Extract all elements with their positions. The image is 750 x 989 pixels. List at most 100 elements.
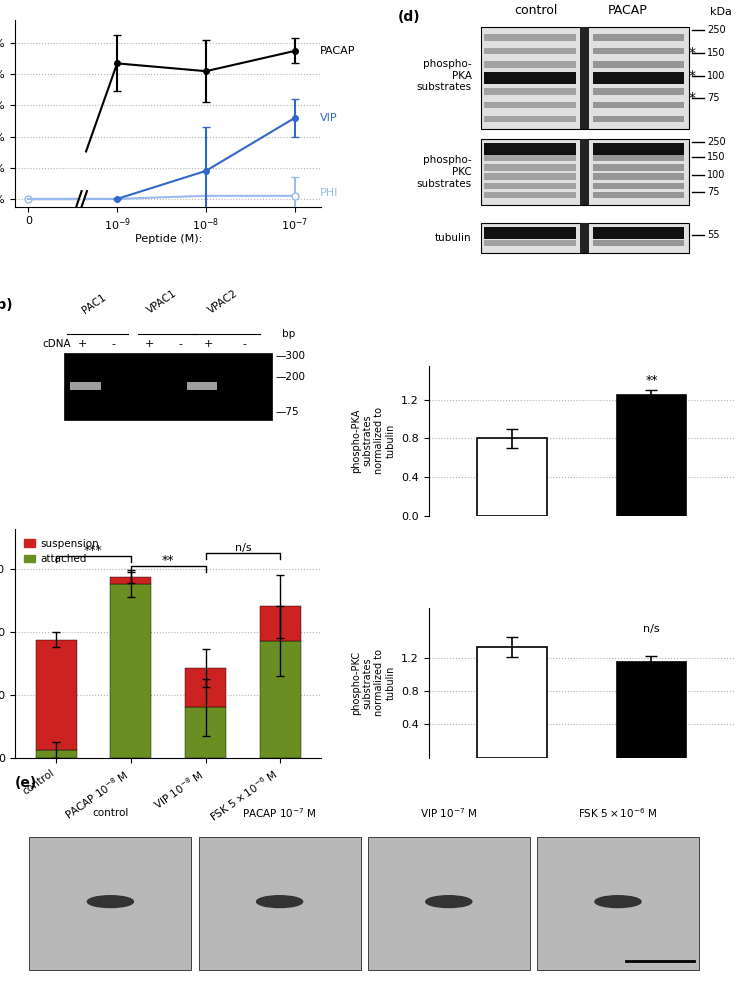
Y-axis label: phospho-PKA
substrates
normalized to
tubulin: phospho-PKA substrates normalized to tub…	[351, 407, 395, 474]
Bar	[484, 192, 576, 198]
Bar	[592, 47, 685, 54]
Text: (b): (b)	[0, 299, 13, 313]
Text: +: +	[203, 339, 213, 349]
Bar	[580, 223, 590, 253]
Bar	[484, 227, 576, 238]
Bar	[477, 438, 547, 515]
Bar	[592, 192, 685, 198]
Bar	[592, 155, 685, 161]
Bar	[484, 72, 576, 84]
Text: VPAC2: VPAC2	[207, 288, 240, 315]
Text: VPAC1: VPAC1	[146, 288, 178, 315]
Bar	[592, 143, 685, 155]
Text: ***: ***	[84, 545, 103, 558]
Bar	[592, 61, 685, 68]
Bar	[484, 183, 576, 189]
Text: 150: 150	[707, 47, 726, 57]
Text: n/s: n/s	[644, 624, 660, 634]
Bar	[260, 606, 301, 641]
Bar	[70, 382, 100, 391]
Bar	[110, 584, 152, 758]
X-axis label: Peptide (M):: Peptide (M):	[134, 234, 202, 244]
Text: phospho-
PKC
substrates: phospho- PKC substrates	[416, 155, 472, 189]
Bar	[592, 164, 685, 170]
Legend: suspension, attached: suspension, attached	[20, 534, 103, 568]
Text: 55: 55	[707, 230, 720, 240]
Text: control: control	[92, 808, 128, 818]
Text: 150: 150	[707, 151, 726, 162]
Text: bp: bp	[281, 328, 295, 339]
Bar	[484, 240, 576, 246]
Circle shape	[87, 896, 134, 908]
Bar	[592, 116, 685, 122]
Bar	[484, 143, 576, 155]
Text: 75: 75	[707, 93, 720, 104]
Bar	[580, 139, 590, 205]
Text: —300: —300	[275, 351, 305, 361]
Text: **: **	[162, 554, 175, 567]
Bar	[484, 102, 576, 109]
Text: control: control	[514, 4, 557, 17]
Bar	[484, 116, 576, 122]
Text: VIP: VIP	[320, 113, 338, 123]
Text: 250: 250	[707, 136, 726, 146]
Text: (e): (e)	[15, 776, 38, 790]
Text: PACAP: PACAP	[608, 4, 648, 17]
Text: 100: 100	[707, 169, 726, 180]
Circle shape	[595, 896, 641, 908]
Circle shape	[426, 896, 472, 908]
Text: +: +	[78, 339, 87, 349]
Text: 100: 100	[707, 70, 726, 80]
Bar	[484, 173, 576, 180]
Text: PACAP: PACAP	[320, 45, 355, 56]
Text: PACAP $10^{-7}$ M: PACAP $10^{-7}$ M	[242, 806, 317, 820]
Text: *: *	[689, 68, 696, 83]
Bar	[185, 668, 226, 707]
Text: kDa: kDa	[710, 7, 732, 17]
Text: -: -	[178, 339, 182, 349]
Text: -: -	[111, 339, 115, 349]
Text: *: *	[689, 91, 696, 106]
Text: tubulin: tubulin	[435, 233, 472, 243]
Text: 75: 75	[707, 187, 720, 197]
Text: phospho-
PKA
substrates: phospho- PKA substrates	[416, 59, 472, 92]
Bar	[35, 750, 76, 758]
Bar	[484, 88, 576, 95]
Bar	[260, 641, 301, 758]
Bar	[592, 173, 685, 180]
Bar	[592, 102, 685, 109]
Bar	[616, 662, 686, 758]
Bar	[484, 47, 576, 54]
Text: FSK $5\times10^{-6}$ M: FSK $5\times10^{-6}$ M	[578, 806, 658, 820]
Text: PHI: PHI	[320, 188, 338, 198]
Bar	[35, 640, 76, 750]
Bar	[592, 35, 685, 41]
Text: 250: 250	[707, 25, 726, 35]
Bar	[484, 35, 576, 41]
Bar	[592, 88, 685, 95]
Bar	[616, 395, 686, 515]
Bar	[484, 155, 576, 161]
Bar	[477, 647, 547, 758]
Text: n/s: n/s	[235, 543, 251, 553]
Y-axis label: phospho-PKC
substrates
normalized to
tubulin: phospho-PKC substrates normalized to tub…	[351, 649, 395, 716]
Text: (d): (d)	[398, 10, 421, 24]
Bar	[592, 183, 685, 189]
Bar	[110, 577, 152, 584]
Bar	[484, 164, 576, 170]
Text: VIP $10^{-7}$ M: VIP $10^{-7}$ M	[420, 806, 478, 820]
Text: —75: —75	[275, 407, 299, 417]
Bar	[592, 240, 685, 246]
Bar	[187, 382, 218, 391]
Text: -: -	[243, 339, 247, 349]
Text: +: +	[145, 339, 154, 349]
Text: PAC1: PAC1	[81, 292, 109, 315]
Bar	[484, 61, 576, 68]
Bar	[592, 227, 685, 238]
Bar	[185, 707, 226, 758]
Circle shape	[256, 896, 303, 908]
Bar	[592, 72, 685, 84]
Text: *: *	[689, 45, 696, 59]
Text: cDNA: cDNA	[43, 339, 71, 349]
Bar	[580, 28, 590, 129]
